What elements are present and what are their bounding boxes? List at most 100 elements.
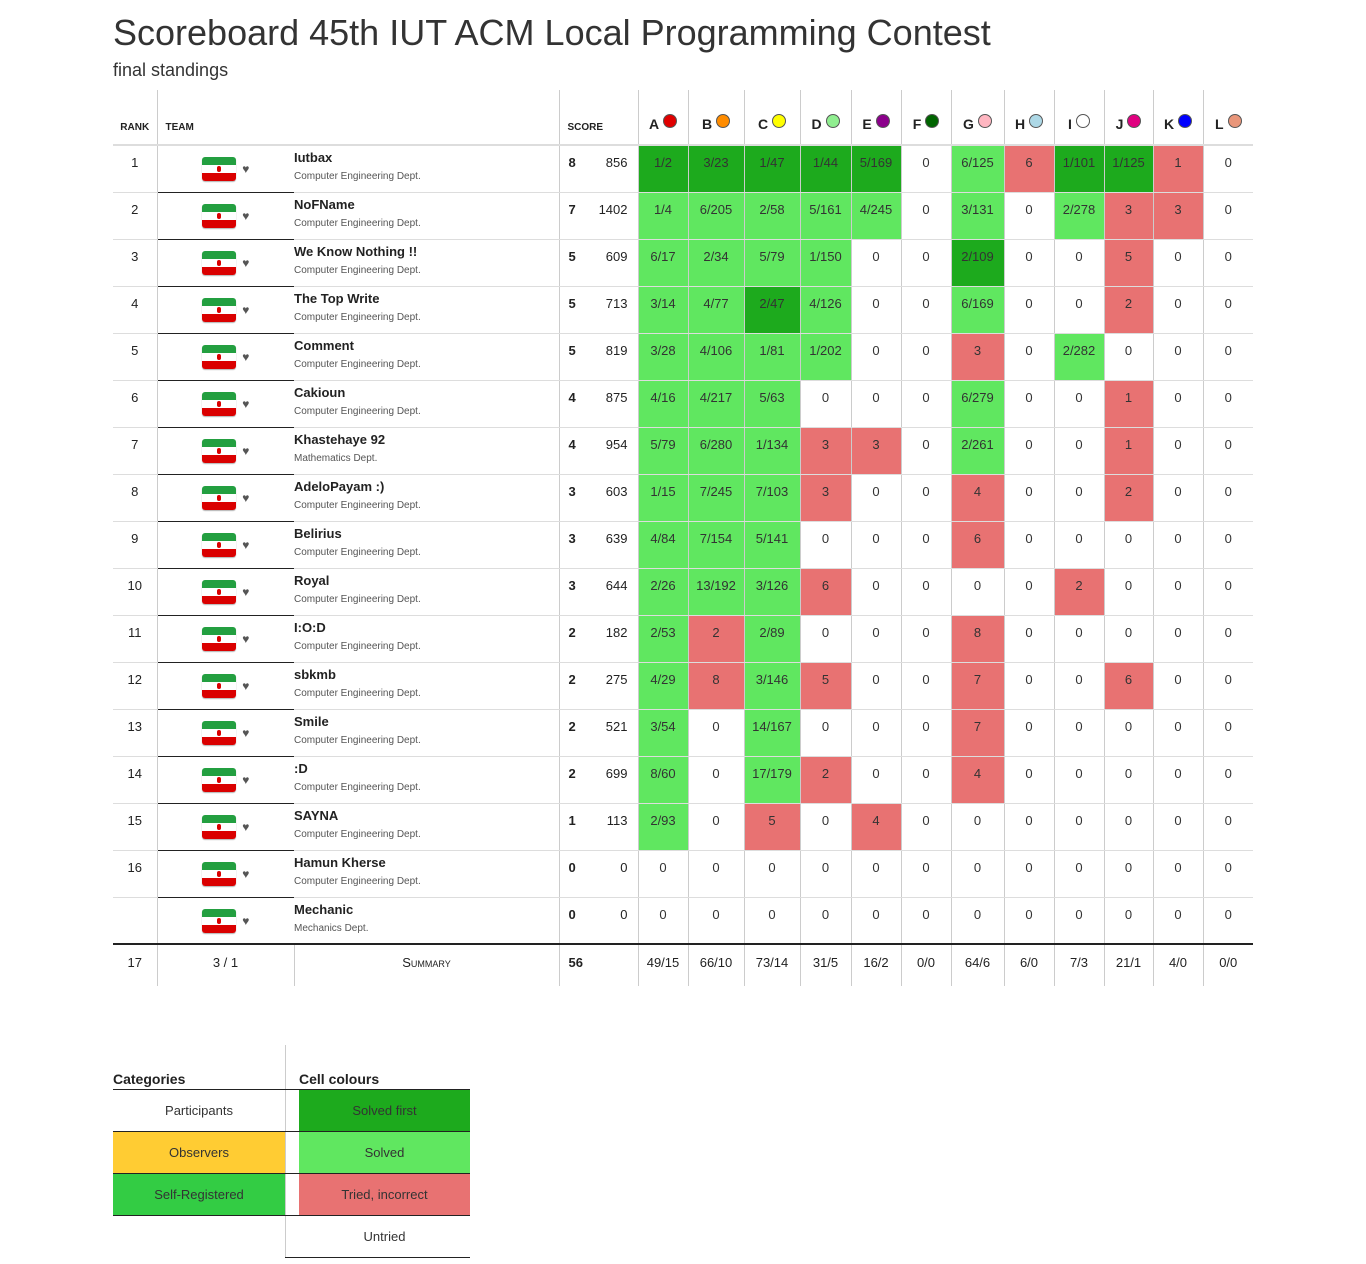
problem-cell-j[interactable]: 0 bbox=[1103, 756, 1153, 804]
problem-cell-k[interactable]: 0 bbox=[1152, 803, 1203, 851]
problem-cell-h[interactable]: 0 bbox=[1003, 756, 1054, 804]
heart-icon[interactable]: ♥ bbox=[242, 349, 250, 364]
team-name[interactable]: Hamun Kherse bbox=[294, 854, 386, 870]
team-name[interactable]: Cakioun bbox=[294, 384, 346, 400]
problem-cell-j[interactable]: 1 bbox=[1103, 380, 1153, 428]
table-row[interactable]: 6 ♥ Cakioun Computer Engineering Dept. 4 875 4… bbox=[113, 380, 1253, 428]
problem-cell-i[interactable]: 2 bbox=[1053, 568, 1104, 616]
problem-cell-b[interactable]: 7/154 bbox=[687, 521, 744, 569]
problem-cell-f[interactable]: 0 bbox=[900, 568, 951, 616]
problem-cell-k[interactable]: 0 bbox=[1152, 709, 1203, 757]
problem-cell-c[interactable]: 2/58 bbox=[743, 192, 800, 240]
problem-cell-b[interactable]: 0 bbox=[687, 756, 744, 804]
problem-cell-l[interactable]: 0 bbox=[1202, 427, 1253, 475]
problem-cell-f[interactable]: 0 bbox=[900, 897, 951, 945]
team-name-cell[interactable]: sbkmb Computer Engineering Dept. bbox=[294, 662, 559, 710]
problem-cell-f[interactable]: 0 bbox=[900, 145, 951, 193]
team-name-cell[interactable]: :D Computer Engineering Dept. bbox=[294, 756, 559, 804]
team-header[interactable]: TEAM bbox=[156, 90, 559, 146]
problem-cell-d[interactable]: 0 bbox=[799, 850, 851, 898]
heart-icon[interactable]: ♥ bbox=[242, 396, 250, 411]
problem-cell-e[interactable]: 0 bbox=[850, 662, 901, 710]
team-name[interactable]: The Top Write bbox=[294, 290, 380, 306]
problem-cell-l[interactable]: 0 bbox=[1202, 145, 1253, 193]
problem-cell-j[interactable]: 0 bbox=[1103, 521, 1153, 569]
problem-cell-l[interactable]: 0 bbox=[1202, 521, 1253, 569]
team-name-cell[interactable]: We Know Nothing !! Computer Engineering D… bbox=[294, 239, 559, 287]
problem-cell-a[interactable]: 0 bbox=[637, 897, 688, 945]
problem-cell-b[interactable]: 2/34 bbox=[687, 239, 744, 287]
problem-cell-b[interactable]: 0 bbox=[687, 897, 744, 945]
team-name[interactable]: We Know Nothing !! bbox=[294, 243, 418, 259]
team-name-cell[interactable]: NoFName Computer Engineering Dept. bbox=[294, 192, 559, 240]
heart-icon[interactable]: ♥ bbox=[242, 631, 250, 646]
team-name-cell[interactable]: AdeloPayam :) Computer Engineering Dept. bbox=[294, 474, 559, 522]
problem-cell-d[interactable]: 0 bbox=[799, 521, 851, 569]
team-name[interactable]: Royal bbox=[294, 572, 330, 588]
problem-cell-g[interactable]: 4 bbox=[950, 756, 1004, 804]
problem-header-f[interactable]: F bbox=[900, 90, 951, 146]
problem-cell-h[interactable]: 0 bbox=[1003, 615, 1054, 663]
team-name[interactable]: Iutbax bbox=[294, 150, 333, 165]
problem-cell-h[interactable]: 0 bbox=[1003, 568, 1054, 616]
problem-cell-l[interactable]: 0 bbox=[1202, 286, 1253, 334]
problem-cell-c[interactable]: 2/89 bbox=[743, 615, 800, 663]
team-name[interactable]: SAYNA bbox=[294, 807, 339, 823]
problem-cell-e[interactable]: 0 bbox=[850, 568, 901, 616]
problem-header-a[interactable]: A bbox=[637, 90, 688, 146]
heart-icon[interactable]: ♥ bbox=[242, 208, 250, 223]
table-row[interactable]: 3 ♥ We Know Nothing !! Computer Engineering… bbox=[113, 239, 1253, 287]
problem-header-g[interactable]: G bbox=[950, 90, 1004, 146]
problem-cell-c[interactable]: 3/146 bbox=[743, 662, 800, 710]
problem-cell-f[interactable]: 0 bbox=[900, 803, 951, 851]
problem-cell-d[interactable]: 1/202 bbox=[799, 333, 851, 381]
problem-cell-k[interactable]: 0 bbox=[1152, 333, 1203, 381]
heart-icon[interactable]: ♥ bbox=[242, 678, 250, 693]
problem-cell-i[interactable]: 0 bbox=[1053, 897, 1104, 945]
problem-cell-i[interactable]: 1/101 bbox=[1053, 145, 1104, 193]
problem-cell-i[interactable]: 0 bbox=[1053, 239, 1104, 287]
problem-cell-g[interactable]: 6/125 bbox=[950, 145, 1004, 193]
problem-cell-f[interactable]: 0 bbox=[900, 333, 951, 381]
problem-cell-i[interactable]: 0 bbox=[1053, 850, 1104, 898]
problem-cell-h[interactable]: 0 bbox=[1003, 286, 1054, 334]
problem-cell-k[interactable]: 0 bbox=[1152, 239, 1203, 287]
problem-cell-e[interactable]: 0 bbox=[850, 239, 901, 287]
problem-cell-d[interactable]: 4/126 bbox=[799, 286, 851, 334]
problem-cell-k[interactable]: 0 bbox=[1152, 615, 1203, 663]
problem-cell-g[interactable]: 0 bbox=[950, 850, 1004, 898]
problem-cell-b[interactable]: 4/217 bbox=[687, 380, 744, 428]
problem-cell-h[interactable]: 0 bbox=[1003, 521, 1054, 569]
problem-cell-i[interactable]: 0 bbox=[1053, 427, 1104, 475]
problem-cell-j[interactable]: 2 bbox=[1103, 474, 1153, 522]
problem-cell-b[interactable]: 0 bbox=[687, 803, 744, 851]
team-name-cell[interactable]: Iutbax Computer Engineering Dept. bbox=[294, 145, 559, 193]
team-name[interactable]: Comment bbox=[294, 337, 354, 353]
problem-cell-g[interactable]: 4 bbox=[950, 474, 1004, 522]
problem-cell-j[interactable]: 3 bbox=[1103, 192, 1153, 240]
table-row[interactable]: 16 ♥ Hamun Kherse Computer Engineering Dept… bbox=[113, 850, 1253, 898]
problem-header-e[interactable]: E bbox=[850, 90, 901, 146]
problem-cell-a[interactable]: 2/26 bbox=[637, 568, 688, 616]
table-row[interactable]: 12 ♥ sbkmb Computer Engineering Dept. 2 275 4/… bbox=[113, 662, 1253, 710]
problem-header-d[interactable]: D bbox=[799, 90, 851, 146]
problem-cell-g[interactable]: 6/169 bbox=[950, 286, 1004, 334]
problem-cell-g[interactable]: 6/279 bbox=[950, 380, 1004, 428]
problem-cell-j[interactable]: 0 bbox=[1103, 709, 1153, 757]
problem-header-c[interactable]: C bbox=[743, 90, 800, 146]
problem-cell-d[interactable]: 0 bbox=[799, 897, 851, 945]
problem-cell-c[interactable]: 1/81 bbox=[743, 333, 800, 381]
problem-cell-f[interactable]: 0 bbox=[900, 474, 951, 522]
problem-cell-g[interactable]: 2/109 bbox=[950, 239, 1004, 287]
problem-cell-i[interactable]: 0 bbox=[1053, 803, 1104, 851]
problem-cell-k[interactable]: 0 bbox=[1152, 662, 1203, 710]
problem-cell-d[interactable]: 3 bbox=[799, 474, 851, 522]
problem-cell-c[interactable]: 14/167 bbox=[743, 709, 800, 757]
problem-cell-l[interactable]: 0 bbox=[1202, 897, 1253, 945]
problem-cell-g[interactable]: 0 bbox=[950, 897, 1004, 945]
problem-cell-g[interactable]: 2/261 bbox=[950, 427, 1004, 475]
team-name-cell[interactable]: Royal Computer Engineering Dept. bbox=[294, 568, 559, 616]
problem-cell-b[interactable]: 4/77 bbox=[687, 286, 744, 334]
problem-cell-h[interactable]: 0 bbox=[1003, 333, 1054, 381]
problem-cell-i[interactable]: 2/282 bbox=[1053, 333, 1104, 381]
